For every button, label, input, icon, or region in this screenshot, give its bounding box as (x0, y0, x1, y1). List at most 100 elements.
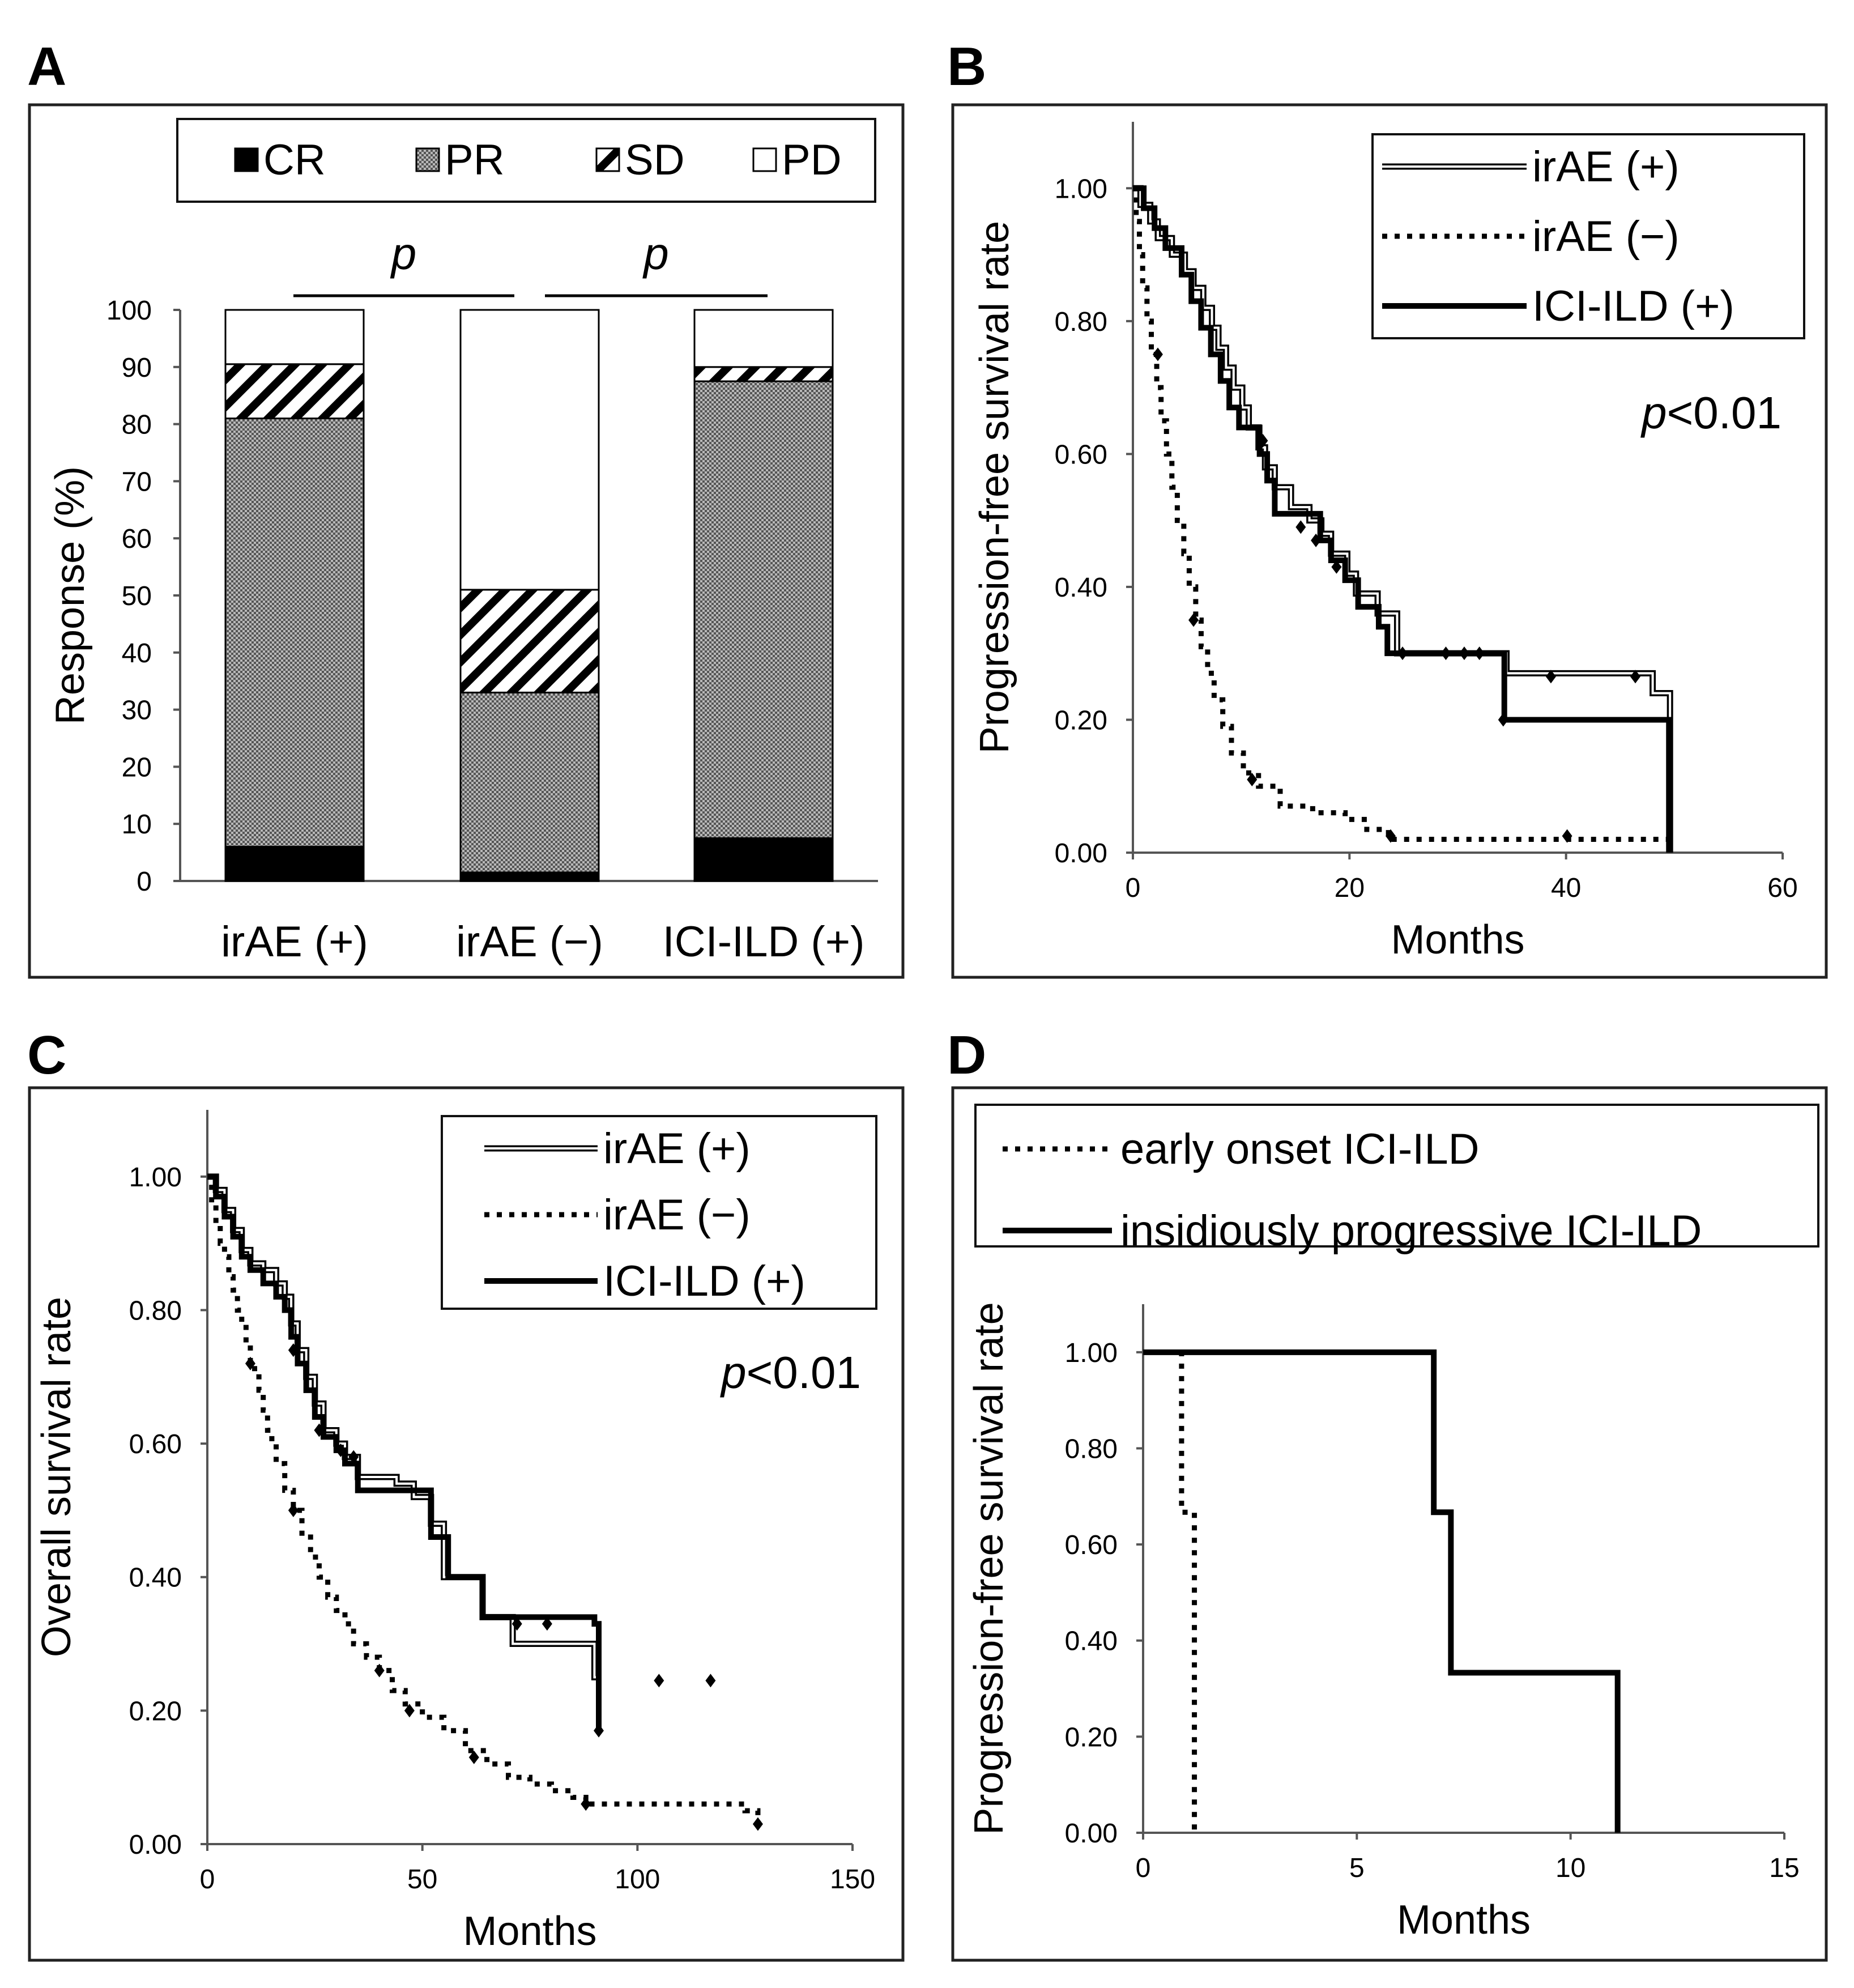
b-x-tick-label: 60 (1767, 873, 1797, 903)
b-censor-mark (1385, 829, 1396, 843)
b-y-axis-title: Progression-free survival rate (972, 221, 1017, 754)
a-y-tick-label: 60 (122, 524, 152, 554)
d-legend-box (974, 1104, 1819, 1248)
c-y-tick-label: 0.00 (129, 1830, 182, 1860)
d-x-tick-label: 0 (1136, 1853, 1151, 1883)
b-y-tick-label: 0.20 (1055, 705, 1107, 735)
b-x-axis-title: Months (1391, 917, 1524, 963)
a-bar-pr-3 (693, 380, 834, 839)
panel-letter-b: B (947, 36, 986, 97)
c-series-line-irae (207, 1174, 761, 1824)
a-y-tick-label: 80 (122, 410, 152, 440)
panel-letter-c: C (27, 1025, 66, 1085)
a-category-label: ICI-ILD (+) (663, 918, 865, 966)
c-y-tick-label: 0.40 (129, 1563, 182, 1593)
d-y-tick-label: 1.00 (1065, 1338, 1118, 1368)
d-legend-label-insidiously-progressive-ici-ild: insidiously progressive ICI-ILD (1120, 1207, 1702, 1255)
c-censor-mark (404, 1704, 415, 1718)
c-censor-mark (593, 1723, 604, 1738)
c-censor-mark (374, 1663, 385, 1678)
b-p-value: p<0.01 (1640, 388, 1781, 438)
b-y-tick-label: 0.40 (1055, 573, 1107, 603)
d-y-axis-title: Progression-free survival rate (966, 1302, 1012, 1834)
a-bar-sd-3 (693, 366, 834, 382)
panel-letter-a: A (27, 36, 66, 97)
b-censor-mark (1630, 670, 1641, 684)
c-censor-mark (752, 1817, 763, 1831)
b-censor-mark (1295, 520, 1306, 534)
c-censor-mark (348, 1450, 359, 1464)
c-censor-mark (288, 1343, 299, 1357)
c-legend-label-ici-ild: ICI-ILD (+) (603, 1257, 805, 1305)
c-series-line-ici-ild (207, 1173, 602, 1731)
c-y-tick-label: 1.00 (129, 1163, 182, 1193)
a-legend-swatch-sd (595, 147, 620, 172)
b-legend-label-irae: irAE (−) (1532, 212, 1680, 261)
panel-b-frame (951, 103, 1828, 979)
c-p-value: p<0.01 (720, 1347, 861, 1398)
a-legend-swatch-cr (234, 147, 259, 172)
b-censor-mark (1247, 773, 1258, 786)
a-y-tick-label: 0 (137, 867, 152, 897)
c-censor-mark (542, 1617, 552, 1631)
c-censor-mark (245, 1356, 255, 1370)
d-y-tick-label: 0.20 (1065, 1722, 1118, 1752)
b-x-tick-label: 0 (1126, 873, 1141, 903)
c-series-ici-ild (207, 1173, 604, 1738)
panel-d-chart: 0.00 0.20 0.40 0.60 0.80 1.00 0 5 10 15 Months Prog… (966, 1104, 1819, 1943)
a-bar-sd-1 (224, 363, 365, 420)
a-y-axis-title: Response (%) (48, 466, 93, 725)
b-censor-mark (1188, 613, 1199, 627)
d-y-tick-label: 0.00 (1065, 1819, 1118, 1849)
a-comparison-p-1: p (390, 228, 417, 279)
c-censor-mark (581, 1797, 591, 1811)
b-censor-mark (1397, 646, 1408, 661)
d-series-insidiously-progressive-ici-ild (1143, 1349, 1621, 1833)
a-bar-sd-2 (459, 589, 600, 693)
d-series-early-onset-ici-ild (1143, 1350, 1197, 1833)
b-y-tick-label: 1.00 (1055, 174, 1107, 204)
a-y-tick-label: 50 (122, 581, 152, 611)
b-censor-mark (1440, 646, 1451, 661)
a-bar-cr-1 (224, 846, 365, 882)
c-legend-label-irae: irAE (+) (603, 1125, 751, 1173)
c-censor-mark (654, 1674, 664, 1688)
d-x-tick-label: 15 (1769, 1853, 1799, 1883)
c-censor-mark (705, 1674, 716, 1688)
a-legend-swatch-pd (752, 147, 777, 172)
c-censor-mark (335, 1443, 346, 1457)
a-legend-label-sd: SD (625, 136, 685, 184)
a-y-tick-label: 90 (122, 353, 152, 383)
a-y-tick-label: 30 (122, 696, 152, 726)
d-series-line-early-onset-ici-ild (1143, 1350, 1197, 1833)
b-legend-label-irae: irAE (+) (1532, 143, 1680, 191)
a-category-label: irAE (+) (221, 918, 368, 966)
a-legend-label-pr: PR (445, 136, 505, 184)
d-series-line-insidiously-progressive-ici-ild (1143, 1349, 1621, 1833)
a-bar-cr-3 (693, 837, 834, 882)
a-legend-swatch-pr (415, 147, 440, 172)
a-legend-label-cr: CR (263, 136, 326, 184)
b-censor-mark (1562, 829, 1572, 843)
b-censor-mark (1545, 670, 1556, 684)
b-y-tick-label: 0.60 (1055, 440, 1107, 470)
c-y-tick-label: 0.80 (129, 1296, 182, 1326)
c-y-axis-title: Overall survival rate (34, 1297, 79, 1657)
c-censor-mark (288, 1503, 299, 1517)
c-censor-mark (468, 1750, 479, 1764)
b-censor-mark (1459, 646, 1469, 661)
b-series-ici-ild (1133, 185, 1672, 853)
d-y-tick-label: 0.60 (1065, 1530, 1118, 1560)
b-censor-mark (1311, 533, 1322, 547)
panel-letter-d: D (947, 1025, 986, 1085)
c-x-tick-label: 150 (830, 1864, 875, 1895)
a-legend-label-pd: PD (782, 136, 842, 184)
a-y-tick-label: 70 (122, 467, 152, 497)
d-x-tick-label: 10 (1555, 1853, 1586, 1883)
a-y-tick-label: 40 (122, 638, 152, 669)
a-y-tick-label: 10 (122, 810, 152, 840)
panel-c-frame (28, 1086, 905, 1962)
d-y-tick-label: 0.40 (1065, 1627, 1118, 1657)
a-category-label: irAE (−) (456, 918, 603, 966)
